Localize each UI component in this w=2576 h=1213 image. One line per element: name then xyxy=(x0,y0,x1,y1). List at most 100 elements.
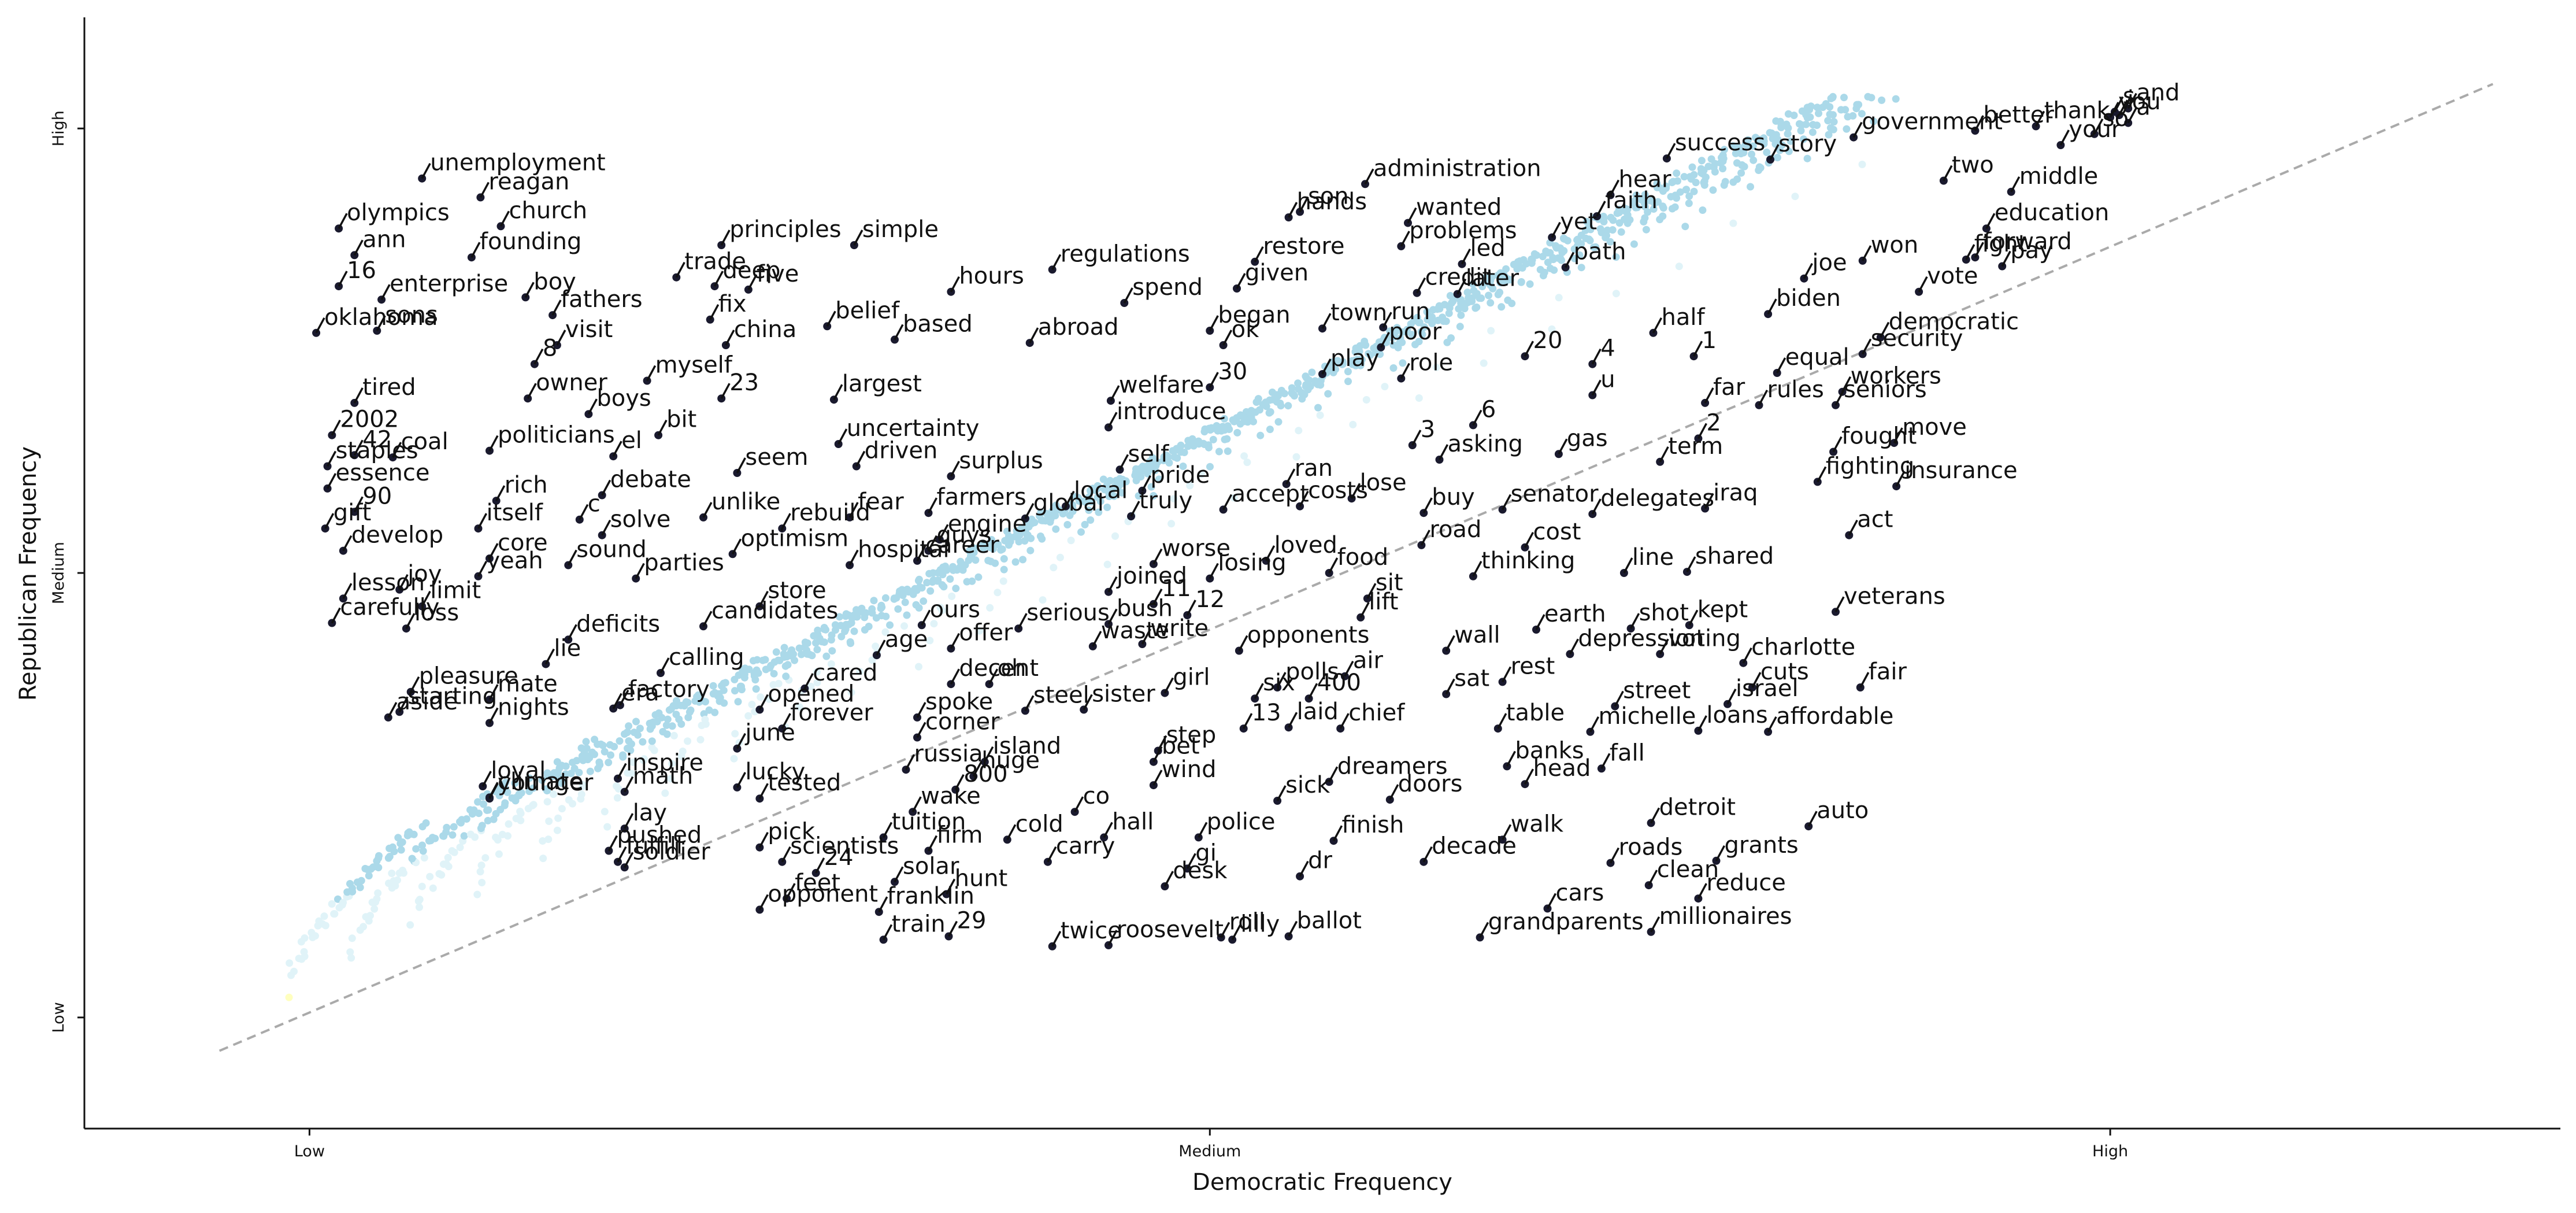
term-point xyxy=(1150,492,1158,500)
term-point xyxy=(986,604,994,612)
term-label: vote xyxy=(1927,263,1978,290)
term-label: church xyxy=(509,197,588,224)
term-point xyxy=(1612,290,1620,298)
term-point xyxy=(431,834,439,842)
label-leader xyxy=(624,852,634,868)
term-label: hospital xyxy=(858,537,949,563)
term-label: store xyxy=(768,578,826,604)
term-label: scientists xyxy=(790,833,899,860)
term-point xyxy=(1198,470,1206,478)
label-leader xyxy=(702,502,713,518)
term-point xyxy=(584,752,592,760)
term-point xyxy=(418,841,426,849)
term-point xyxy=(721,679,729,687)
term-point xyxy=(1815,109,1822,117)
term-point xyxy=(543,769,551,777)
term-point xyxy=(1892,95,1900,103)
label-leader xyxy=(1686,556,1696,572)
term-point xyxy=(1391,328,1399,336)
label-leader xyxy=(477,513,488,529)
term-point xyxy=(476,868,484,876)
term-point xyxy=(1733,159,1741,167)
term-label: principles xyxy=(729,216,841,243)
term-label: shot xyxy=(1639,600,1689,626)
label-leader xyxy=(470,242,481,258)
label-leader xyxy=(883,924,893,941)
label-leader xyxy=(1243,713,1253,729)
term-point xyxy=(539,855,547,863)
label-leader xyxy=(1265,545,1276,561)
term-point xyxy=(1784,130,1792,138)
term-label: 30 xyxy=(1218,358,1247,385)
term-point xyxy=(1737,169,1745,177)
label-leader xyxy=(495,485,506,501)
term-label: regulations xyxy=(1061,241,1190,267)
term-label: lesson xyxy=(351,569,425,596)
term-point xyxy=(492,810,500,818)
term-point xyxy=(831,621,839,629)
term-label: coal xyxy=(401,428,449,455)
label-leader xyxy=(601,479,611,496)
term-point xyxy=(477,861,485,870)
label-leader xyxy=(1416,277,1426,294)
term-label: problems xyxy=(1409,217,1517,244)
term-point xyxy=(1447,334,1455,342)
term-point xyxy=(1612,253,1620,261)
term-label: truly xyxy=(1139,487,1192,514)
term-label: table xyxy=(1506,700,1565,726)
term-label: gi xyxy=(1195,840,1217,866)
label-leader xyxy=(946,878,956,895)
label-leader xyxy=(1339,713,1350,729)
term-point xyxy=(1858,160,1866,168)
term-label: oklahoma xyxy=(324,304,438,331)
term-point xyxy=(348,934,356,942)
term-point xyxy=(1339,360,1346,368)
label-leader xyxy=(353,239,364,256)
term-point xyxy=(1617,228,1625,236)
label-leader xyxy=(657,419,668,436)
label-leader xyxy=(1359,602,1370,618)
term-point xyxy=(418,882,426,890)
label-leader xyxy=(1400,363,1410,379)
label-leader xyxy=(1834,596,1845,613)
label-leader xyxy=(855,450,866,467)
term-point xyxy=(1752,134,1759,142)
label-leader xyxy=(2114,96,2124,113)
term-point xyxy=(1063,521,1072,528)
term-label: bet xyxy=(1162,733,1200,760)
label-leader xyxy=(1186,853,1196,870)
term-point xyxy=(1236,420,1244,428)
term-point xyxy=(877,604,885,612)
term-point xyxy=(1870,117,1878,125)
term-point xyxy=(449,831,457,839)
label-leader xyxy=(1841,376,1852,393)
term-point xyxy=(1288,384,1296,392)
term-label: 6 xyxy=(1481,396,1496,423)
term-point xyxy=(1446,292,1454,299)
term-point xyxy=(1804,105,1812,113)
term-label: career xyxy=(925,532,999,559)
term-label: carry xyxy=(1056,833,1115,860)
label-leader xyxy=(1288,712,1298,728)
term-point xyxy=(1402,328,1410,336)
term-point xyxy=(930,620,938,628)
term-label: two xyxy=(1952,152,1994,179)
term-label: guys xyxy=(937,522,992,549)
term-point xyxy=(774,656,782,664)
term-label: june xyxy=(744,720,795,746)
term-point xyxy=(1256,406,1263,414)
label-leader xyxy=(675,261,685,278)
term-label: boys xyxy=(596,385,651,412)
term-point xyxy=(1685,192,1693,200)
term-label: yeah xyxy=(487,548,543,574)
term-point xyxy=(936,604,944,612)
term-point xyxy=(1399,359,1407,367)
label-leader xyxy=(732,538,742,555)
label-leader xyxy=(353,387,364,404)
x-tick-label: Low xyxy=(294,1142,325,1160)
label-leader xyxy=(1299,860,1309,877)
term-point xyxy=(1099,475,1107,483)
term-point xyxy=(1290,391,1298,399)
term-point xyxy=(1155,475,1163,483)
term-label: loved xyxy=(1274,532,1337,559)
